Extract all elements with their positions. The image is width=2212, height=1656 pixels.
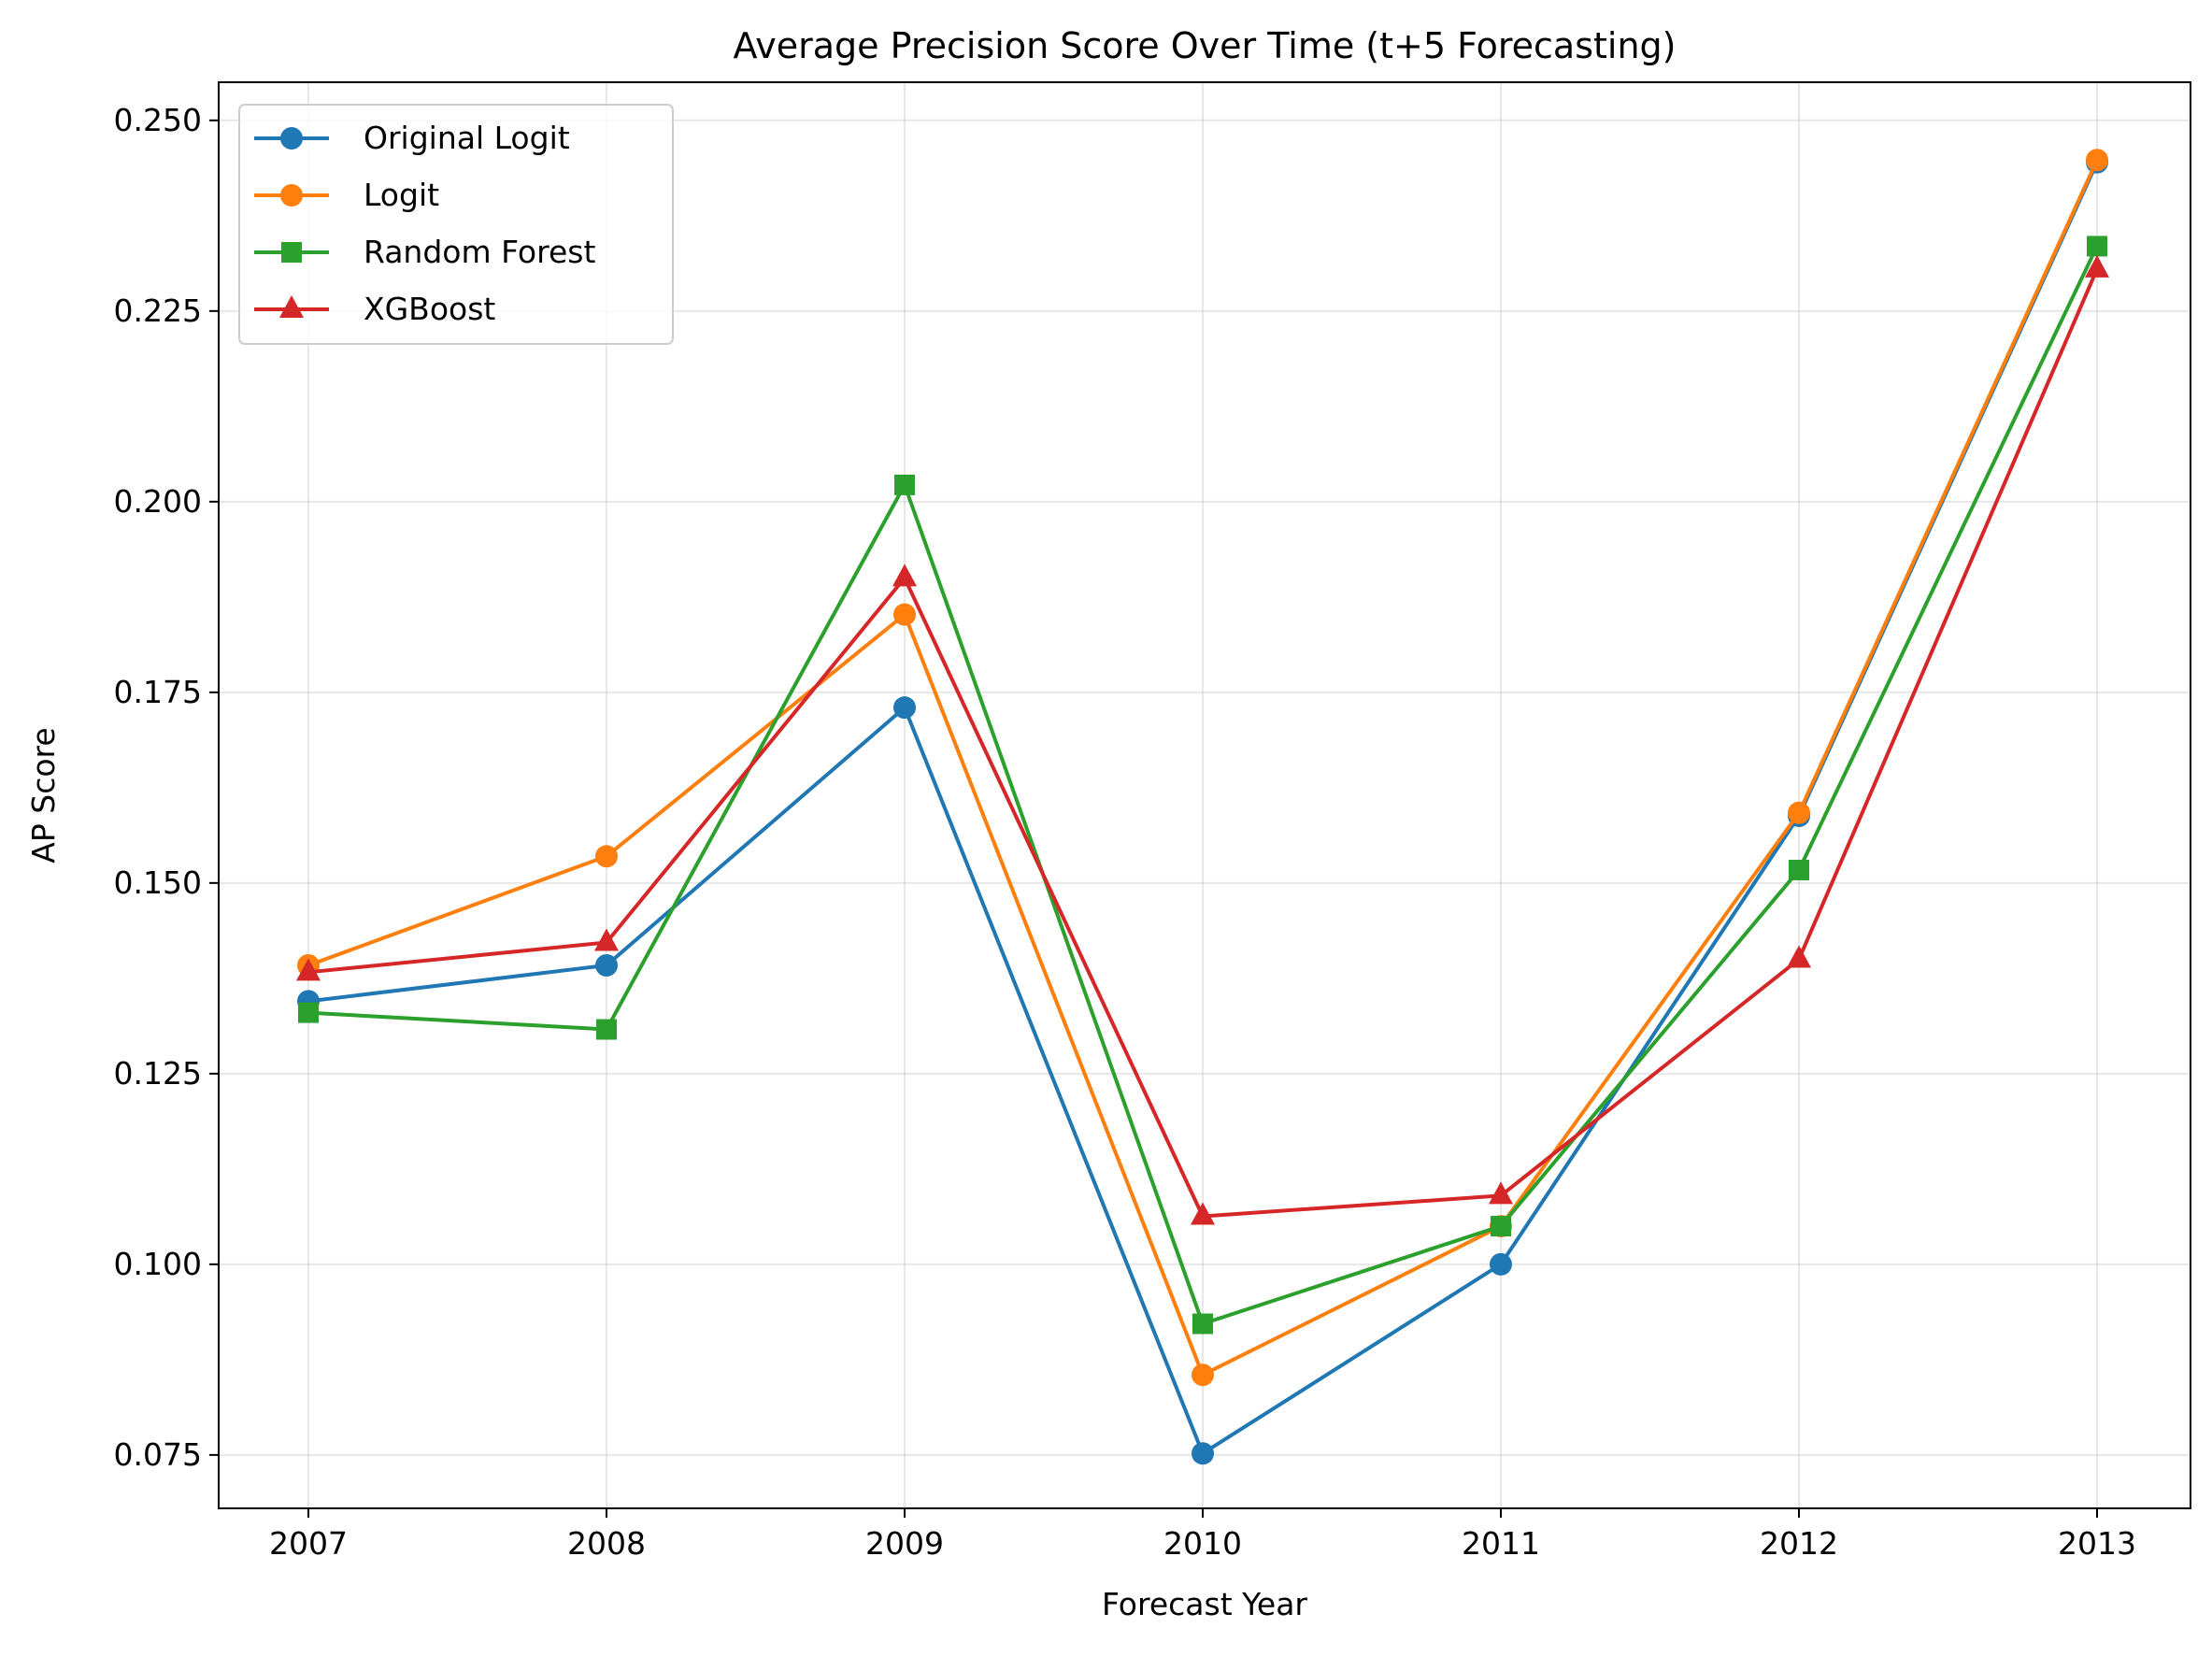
y-tick-label-1: 0.100 <box>114 1246 202 1282</box>
data-point-xgboost-2008 <box>594 928 619 951</box>
x-tick-label-2008: 2008 <box>567 1525 646 1562</box>
y-tick-label-5: 0.200 <box>114 483 202 520</box>
x-tick-label-2007: 2007 <box>269 1525 348 1562</box>
legend-item-random-forest: Random Forest <box>254 234 595 270</box>
data-point-xgboost-2013 <box>2085 254 2109 278</box>
data-point-random-forest-2007 <box>298 1002 319 1023</box>
data-point-xgboost-2009 <box>892 564 917 587</box>
y-tick-label-2: 0.125 <box>114 1055 202 1092</box>
legend-box <box>238 104 674 345</box>
data-point-random-forest-2012 <box>1789 859 1809 880</box>
data-point-original-logit-2009 <box>893 696 916 720</box>
x-tick-label-2013: 2013 <box>2058 1525 2136 1562</box>
y-axis-label: AP Score <box>25 727 62 863</box>
legend-marker-logit <box>280 184 303 207</box>
x-axis-label: Forecast Year <box>1102 1586 1307 1622</box>
legend-marker-random-forest <box>281 242 302 263</box>
data-point-logit-2010 <box>1192 1363 1214 1387</box>
legend-label-logit: Logit <box>364 177 439 213</box>
data-point-logit-2012 <box>1788 801 1810 824</box>
series-layer <box>296 149 2109 1465</box>
legend-item-original-logit: Original Logit <box>254 120 570 156</box>
data-point-xgboost-2010 <box>1191 1202 1215 1225</box>
y-tick-label-4: 0.175 <box>114 674 202 710</box>
data-point-original-logit-2008 <box>595 953 618 977</box>
legend-item-logit: Logit <box>254 177 439 213</box>
legend-label-original-logit: Original Logit <box>364 120 570 156</box>
data-point-xgboost-2012 <box>1787 945 1811 968</box>
data-point-logit-2008 <box>595 845 618 868</box>
legend-label-xgboost: XGBoost <box>364 291 495 327</box>
series-random-forest <box>298 236 2107 1335</box>
x-tick-label-2010: 2010 <box>1163 1525 1242 1562</box>
grid-layer <box>219 82 2191 1508</box>
data-point-logit-2009 <box>893 603 916 626</box>
legend-marker-original-logit <box>280 127 303 150</box>
data-point-random-forest-2009 <box>894 474 915 495</box>
data-point-xgboost-2011 <box>1489 1181 1513 1205</box>
axis-layer: 2007 2008 2009 2010 2011 2012 2013 0.075 0.100 0.… <box>114 102 2136 1562</box>
data-point-xgboost-2007 <box>296 958 321 981</box>
series-xgboost <box>296 254 2109 1225</box>
y-tick-label-0: 0.075 <box>114 1436 202 1473</box>
y-tick-label-6: 0.225 <box>114 293 202 329</box>
plot-frame <box>218 81 2191 1509</box>
y-tick-label-3: 0.150 <box>114 864 202 901</box>
legend-item-xgboost: XGBoost <box>254 291 495 327</box>
legend: Original Logit Logit Random Forest XGBoost <box>238 104 674 345</box>
data-point-random-forest-2010 <box>1192 1313 1213 1335</box>
y-tick-label-7: 0.250 <box>114 102 202 138</box>
data-point-random-forest-2008 <box>596 1019 617 1040</box>
data-point-original-logit-2011 <box>1490 1252 1512 1276</box>
data-point-random-forest-2011 <box>1491 1216 1511 1237</box>
legend-label-random-forest: Random Forest <box>364 234 595 270</box>
data-point-original-logit-2010 <box>1192 1442 1214 1465</box>
x-tick-label-2012: 2012 <box>1760 1525 1838 1562</box>
chart-title: Average Precision Score Over Time (t+5 F… <box>733 25 1676 66</box>
x-tick-label-2009: 2009 <box>865 1525 944 1562</box>
x-tick-label-2011: 2011 <box>1462 1525 1540 1562</box>
data-point-logit-2013 <box>2086 149 2108 172</box>
data-point-random-forest-2013 <box>2087 236 2107 257</box>
legend-marker-xgboost <box>279 295 304 318</box>
